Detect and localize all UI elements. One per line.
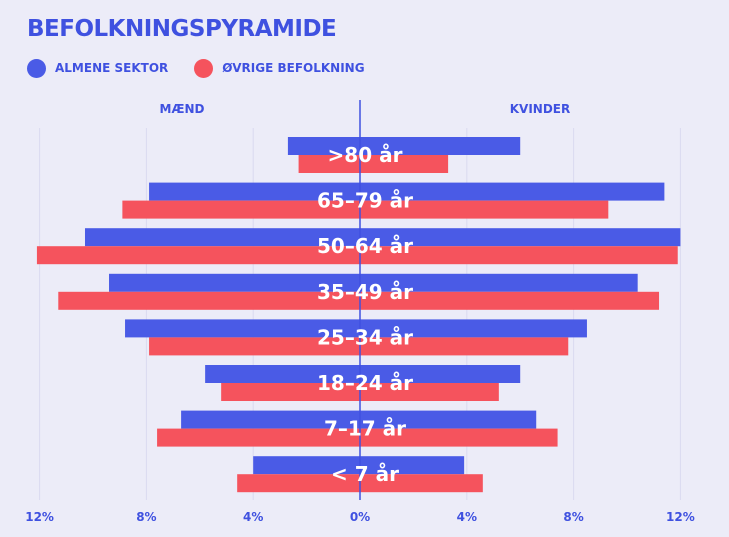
category-label: >80 år [328, 143, 403, 167]
bar-men-almene [205, 365, 360, 383]
bar-women-ovrige [360, 155, 449, 173]
bar-women-ovrige [360, 428, 558, 447]
bar-men-ovrige [157, 428, 360, 447]
category-label: 50–64 år [317, 234, 413, 258]
bar-men-almene [149, 182, 360, 201]
bars [36, 137, 681, 493]
bar-men-ovrige [298, 155, 360, 173]
bar-women-almene [360, 182, 665, 201]
category-label: 65–79 år [317, 189, 413, 213]
category-label: 18–24 år [317, 371, 413, 395]
bar-men-almene [125, 319, 360, 338]
bar-women-almene [360, 273, 638, 292]
x-tick-label: 8% [563, 510, 583, 524]
category-label: 25–34 år [317, 325, 413, 349]
bar-women-ovrige [360, 291, 660, 310]
bar-men-almene [181, 410, 360, 429]
x-tick-label: 4% [457, 510, 477, 524]
legend-label: ØVRIGE BEFOLKNING [222, 61, 365, 75]
bar-women-ovrige [360, 337, 569, 356]
legend-item-almene-sektor: ALMENE SEKTOR [27, 58, 169, 78]
bar-women-almene [360, 137, 521, 155]
bar-women-ovrige [360, 246, 678, 265]
bar-women-almene [360, 365, 521, 383]
bar-men-almene [253, 456, 360, 475]
x-tick-label: 4% [243, 510, 263, 524]
x-tick-label: 8% [136, 510, 156, 524]
x-tick-label: 12% [666, 510, 695, 524]
bar-women-almene [360, 228, 681, 247]
bar-men-ovrige [36, 246, 361, 265]
bar-women-almene [360, 410, 537, 429]
legend-dot-red-icon [194, 58, 214, 78]
bar-men-almene [287, 137, 360, 155]
side-label-men: MÆND [160, 102, 205, 116]
bar-men-ovrige [58, 291, 360, 310]
category-label: 35–49 år [317, 280, 413, 304]
bar-men-almene [84, 228, 361, 247]
bar-women-ovrige [360, 200, 609, 219]
legend: ALMENE SEKTOR ØVRIGE BEFOLKNING [27, 58, 391, 78]
bar-men-ovrige [221, 383, 360, 401]
category-label: < 7 år [331, 462, 399, 486]
bar-men-ovrige [237, 474, 360, 493]
legend-dot-blue-icon [27, 58, 46, 78]
x-tick-label: 12% [25, 510, 54, 524]
category-label: 7–17 år [324, 417, 406, 441]
legend-item-ovrige-befolkning: ØVRIGE BEFOLKNING [194, 58, 365, 78]
bar-women-almene [360, 456, 465, 475]
legend-label: ALMENE SEKTOR [55, 61, 169, 75]
bar-men-ovrige [149, 337, 360, 356]
x-tick-label: 0% [350, 510, 370, 524]
bar-women-almene [360, 319, 587, 338]
bar-women-ovrige [360, 474, 483, 493]
side-label-women: KVINDER [510, 102, 571, 116]
bar-women-ovrige [360, 383, 499, 401]
chart-title: BEFOLKNINGSPYRAMIDE [27, 16, 337, 42]
bar-men-ovrige [122, 200, 361, 219]
bar-men-almene [109, 273, 361, 292]
